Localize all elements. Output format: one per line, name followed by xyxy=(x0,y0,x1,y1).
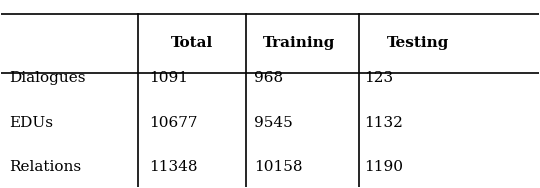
Text: 1091: 1091 xyxy=(149,71,188,85)
Text: 1132: 1132 xyxy=(364,116,403,130)
Text: 10158: 10158 xyxy=(254,160,302,174)
Text: 11348: 11348 xyxy=(149,160,198,174)
Text: 9545: 9545 xyxy=(254,116,293,130)
Text: 10677: 10677 xyxy=(149,116,198,130)
Text: Dialogues: Dialogues xyxy=(9,71,86,85)
Text: 1190: 1190 xyxy=(364,160,403,174)
Text: EDUs: EDUs xyxy=(9,116,53,130)
Text: Testing: Testing xyxy=(387,36,449,50)
Text: 123: 123 xyxy=(364,71,393,85)
Text: Relations: Relations xyxy=(9,160,82,174)
Text: Training: Training xyxy=(264,36,336,50)
Text: 968: 968 xyxy=(254,71,283,85)
Text: Total: Total xyxy=(171,36,213,50)
